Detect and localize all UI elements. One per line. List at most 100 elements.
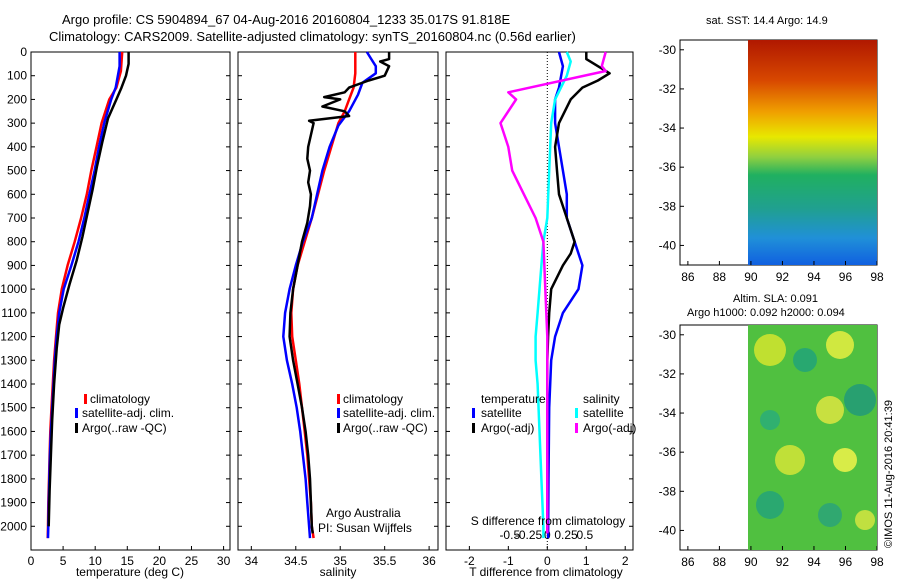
- y-tick-label: 0: [20, 45, 27, 59]
- s-tick-label: 0.5: [576, 528, 593, 542]
- y-tick-label: 1900: [0, 496, 27, 510]
- series-line: [288, 52, 391, 534]
- y-tick-label: 1100: [1, 306, 27, 320]
- sst-map-title: sat. SST: 14.4 Argo: 14.9: [706, 15, 828, 27]
- x-tick-label: 92: [776, 555, 790, 569]
- y-tick-label: -30: [659, 328, 677, 342]
- salinity-axes: [237, 51, 439, 551]
- y-tick-label: -30: [659, 43, 677, 57]
- x-tick-label: 94: [807, 270, 821, 284]
- x-tick-label: 88: [713, 270, 727, 284]
- salinity-xlabel: salinity: [320, 565, 357, 579]
- y-tick-label: 2000: [0, 519, 27, 533]
- y-tick-label: 400: [7, 140, 27, 154]
- temperature-xlabel: temperature (deg C): [76, 565, 184, 579]
- x-tick-label: 0: [28, 554, 35, 568]
- series-line: [546, 51, 584, 539]
- y-tick-label: -36: [659, 445, 677, 459]
- y-tick-label: 1800: [0, 472, 27, 486]
- legend-label-sal-argo: Argo(-adj): [583, 421, 636, 435]
- series-line: [282, 51, 378, 539]
- sst-map-ticks: 86 88 90 92 94 96 98 -30 -32 -34 -36 -38 -40: [659, 43, 884, 284]
- series-line: [534, 51, 572, 539]
- legend-title-salinity: salinity: [583, 392, 620, 406]
- legend-label-temp-satellite: satellite: [481, 406, 522, 420]
- x-tick-label: 0: [544, 554, 551, 568]
- difference-xlabel: T difference from climatology: [469, 565, 623, 579]
- series-line: [546, 52, 611, 534]
- sla-map-title: Altim. SLA: 0.091: [733, 293, 818, 305]
- y-tick-label: -36: [659, 160, 677, 174]
- x-tick-label: 88: [713, 555, 727, 569]
- y-tick-label: -38: [659, 484, 677, 498]
- legend-label-satellite: satellite-adj. clim.: [343, 406, 435, 420]
- y-tick-label: 1700: [0, 448, 27, 462]
- difference-top-xlabel: S difference from climatology: [471, 514, 626, 528]
- x-tick-label: 2: [622, 554, 629, 568]
- y-tick-label: 100: [7, 69, 27, 83]
- s-tick-label: -0.25: [515, 528, 543, 542]
- y-tick-label: -38: [659, 199, 677, 213]
- y-tick-label: 1500: [0, 401, 27, 415]
- x-tick-label: 94: [807, 555, 821, 569]
- y-tick-label: 200: [7, 92, 27, 106]
- sla-heatmap: [748, 325, 877, 550]
- y-tick-label: -32: [659, 82, 677, 96]
- x-tick-label: 20: [153, 554, 167, 568]
- s-tick-label: -0.5: [499, 528, 520, 542]
- x-tick-label: 10: [89, 554, 103, 568]
- header-line-2: Climatology: CARS2009. Satellite-adjuste…: [49, 29, 576, 44]
- y-tick-label: 1600: [0, 424, 27, 438]
- y-tick-label: 1200: [0, 330, 27, 344]
- temperature-plot: 0 5 10 15 20 25 30: [28, 51, 231, 568]
- salinity-plot: 34 34.5 35 35.5 36: [245, 51, 436, 568]
- imos-credit: ©IMOS 11-Aug-2016 20:41:39: [883, 400, 895, 548]
- legend-title-temperature: temperature: [481, 392, 546, 406]
- legend-label-argo: Argo(..raw -QC): [343, 421, 428, 435]
- y-tick-label: 1300: [0, 353, 27, 367]
- x-tick-label: 86: [681, 555, 695, 569]
- sla-map-subtitle: Argo h1000: 0.092 h2000: 0.094: [687, 307, 845, 319]
- series-line: [46, 52, 121, 539]
- x-tick-label: 5: [60, 554, 67, 568]
- legend-swatch-temp-satellite: [472, 408, 475, 418]
- x-tick-label: 15: [121, 554, 135, 568]
- difference-legend: temperature salinity satellite Argo(-adj…: [472, 392, 636, 435]
- temperature-axes: [30, 51, 231, 551]
- x-tick-label: 30: [217, 554, 231, 568]
- legend-swatch-climatology: [84, 394, 87, 404]
- legend-label-sal-satellite: satellite: [583, 406, 624, 420]
- x-tick-label: 92: [776, 270, 790, 284]
- difference-plot: -2 -1 0 1 2-0.5-0.25 0 0.250.5: [464, 51, 629, 568]
- y-tick-label: -40: [659, 523, 677, 537]
- y-tick-label: -34: [659, 121, 677, 135]
- series-line: [499, 51, 607, 534]
- salinity-legend: climatology satellite-adj. clim. Argo(..…: [318, 392, 435, 535]
- legend-label-climatology: climatology: [90, 392, 150, 406]
- series-line: [47, 52, 130, 527]
- y-tick-label: 500: [7, 164, 27, 178]
- y-tick-label: 700: [7, 211, 27, 225]
- x-tick-label: 98: [870, 555, 884, 569]
- y-tick-label: 600: [7, 187, 27, 201]
- sla-map-ticks: 86 88 90 92 94 96 98 -30 -32 -34 -36 -38 -40: [659, 328, 884, 569]
- x-tick-label: 90: [744, 270, 758, 284]
- s-tick-label: 0.25: [554, 528, 578, 542]
- x-tick-label: 90: [744, 555, 758, 569]
- x-tick-label: -2: [464, 554, 475, 568]
- x-tick-label: -1: [503, 554, 514, 568]
- sst-heatmap: [748, 40, 877, 265]
- annotation-argo-australia: Argo Australia: [326, 506, 401, 520]
- x-tick-label: 1: [583, 554, 590, 568]
- y-tick-label: -32: [659, 367, 677, 381]
- y-tick-label: 300: [7, 116, 27, 130]
- x-tick-label: 36: [422, 554, 436, 568]
- difference-axes: [445, 51, 634, 551]
- depth-axis: 0 100 200 300 400 500 600 700 800 900 1000 1100 1200…: [0, 45, 633, 533]
- x-tick-label: 86: [681, 270, 695, 284]
- series-line: [290, 52, 357, 539]
- legend-swatch-sal-argo: [575, 423, 578, 433]
- y-tick-label: 800: [7, 235, 27, 249]
- legend-label-satellite: satellite-adj. clim.: [82, 406, 174, 420]
